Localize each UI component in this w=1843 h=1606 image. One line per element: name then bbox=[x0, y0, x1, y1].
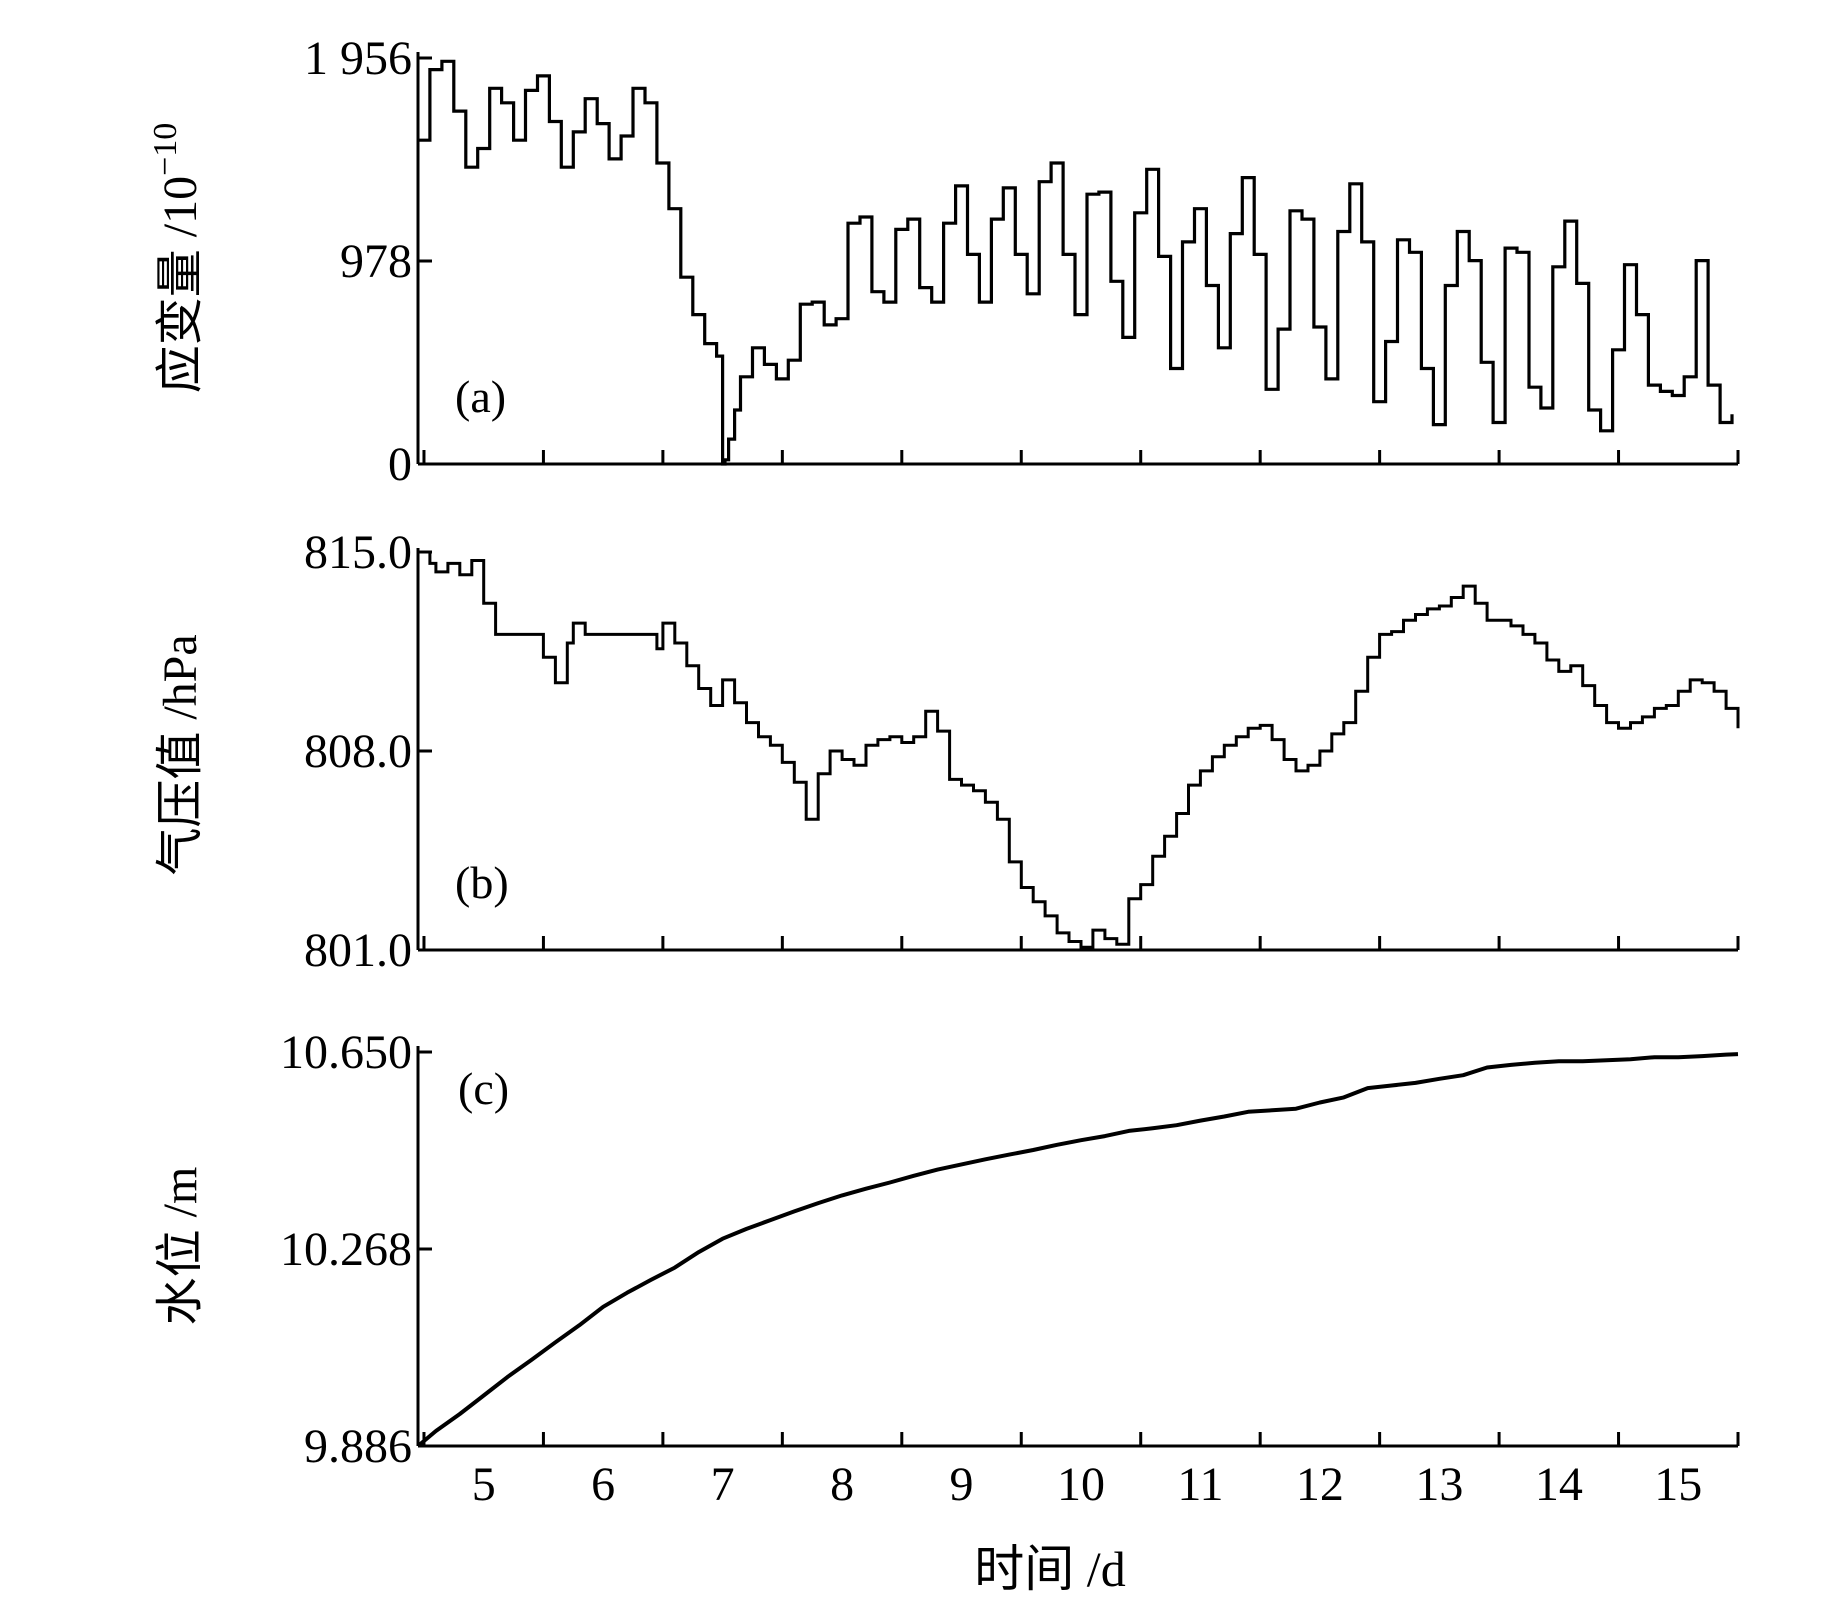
panel-c-y-ticks: 9.886 10.268 10.650 bbox=[280, 1026, 432, 1473]
x-tick-label: 14 bbox=[1535, 1458, 1583, 1511]
panel-b-axis-title: 气压值 /hPa bbox=[154, 634, 207, 875]
panel-a-y-ticks: 0 978 1 956 bbox=[304, 32, 432, 491]
panel-a-axis-title-exponent: −10 bbox=[147, 123, 184, 176]
panel-b: 801.0 808.0 815.0 (b) 气压值 /hPa bbox=[154, 526, 1740, 977]
y-tick-label: 10.268 bbox=[280, 1223, 412, 1276]
x-tick-label: 15 bbox=[1654, 1458, 1702, 1511]
x-tick-label: 10 bbox=[1057, 1458, 1105, 1511]
x-tick-label: 5 bbox=[472, 1458, 496, 1511]
y-tick-label: 808.0 bbox=[304, 725, 412, 778]
panel-label-a: (a) bbox=[455, 371, 506, 422]
y-tick-label: 801.0 bbox=[304, 924, 412, 977]
x-tick-label: 11 bbox=[1177, 1458, 1223, 1511]
x-tick-label: 7 bbox=[711, 1458, 735, 1511]
x-tick-label: 9 bbox=[950, 1458, 974, 1511]
water-level-series-line bbox=[416, 1052, 1739, 1448]
panel-c-axis-title: 水位 /m bbox=[154, 1167, 207, 1326]
panel-label-c: (c) bbox=[458, 1063, 509, 1114]
y-tick-label: 9.886 bbox=[304, 1420, 412, 1473]
y-tick-label: 0 bbox=[388, 438, 412, 491]
panel-b-y-ticks: 801.0 808.0 815.0 bbox=[304, 526, 432, 977]
y-tick-label: 978 bbox=[340, 235, 412, 288]
panel-a: 0 978 1 956 (a) 应变量 /10−10 bbox=[147, 32, 1740, 491]
panel-label-b: (b) bbox=[455, 857, 509, 908]
panel-c-x-ticks bbox=[422, 1432, 1740, 1446]
x-tick-label: 12 bbox=[1296, 1458, 1344, 1511]
x-tick-label: 8 bbox=[830, 1458, 854, 1511]
panel-a-axis-title-main: 应变量 /10 bbox=[154, 176, 207, 393]
x-tick-labels: 5 6 7 8 9 10 11 12 13 14 15 bbox=[472, 1458, 1703, 1511]
y-tick-label: 815.0 bbox=[304, 526, 412, 579]
panel-a-axis-title: 应变量 /10−10 bbox=[147, 123, 207, 394]
panel-a-x-ticks bbox=[422, 450, 1740, 464]
y-tick-label: 1 956 bbox=[304, 32, 412, 85]
x-tick-label: 6 bbox=[591, 1458, 615, 1511]
pressure-series-line bbox=[418, 550, 1740, 949]
x-tick-label: 13 bbox=[1415, 1458, 1463, 1511]
y-tick-label: 10.650 bbox=[280, 1026, 412, 1079]
x-axis-title: 时间 /d bbox=[974, 1541, 1125, 1597]
panel-c: 9.886 10.268 10.650 (c) 水位 /m bbox=[154, 1026, 1740, 1473]
panel-b-x-ticks bbox=[422, 936, 1740, 950]
strain-series-line bbox=[418, 59, 1734, 466]
